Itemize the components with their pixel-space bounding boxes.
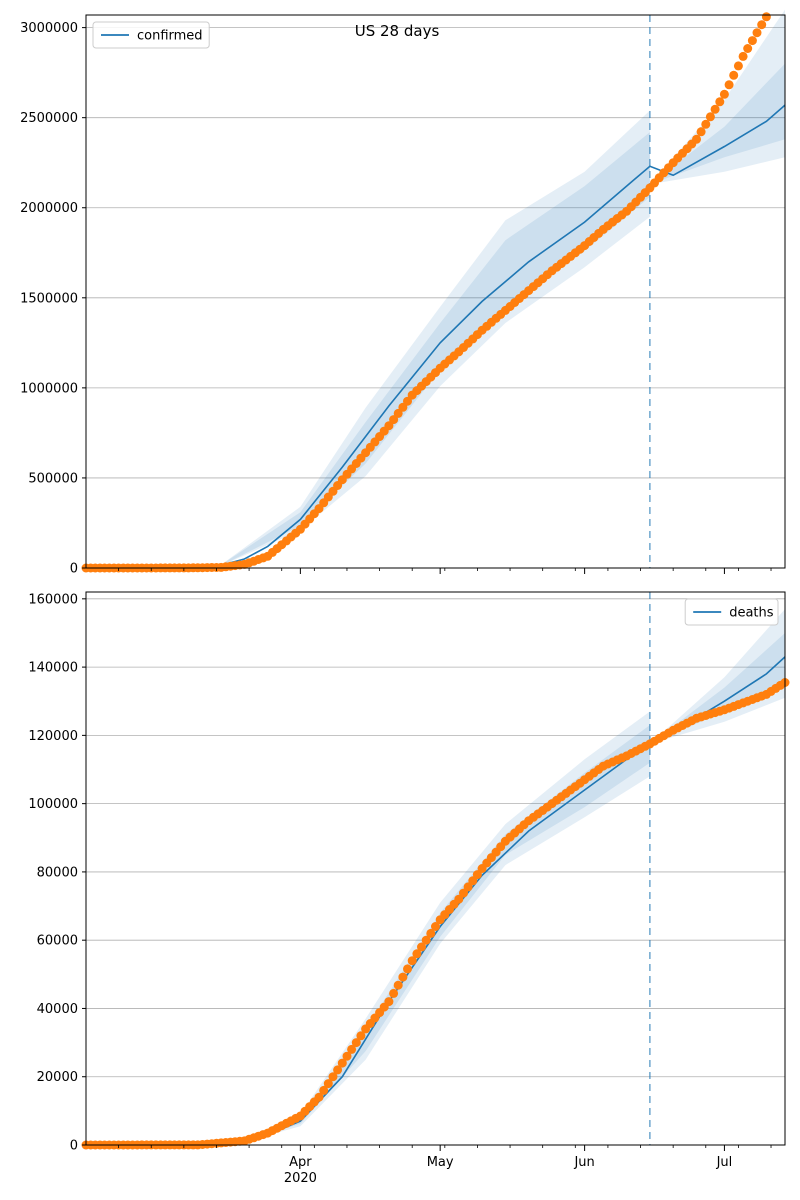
legend-label: deaths [729,606,774,621]
data-point [407,956,417,966]
data-point [417,942,426,952]
legend: confirmed [92,21,210,49]
data-point [393,408,403,418]
x-tick-label: Jun [573,1155,594,1170]
y-tick-label: 2000000 [20,201,78,216]
data-point [347,1044,357,1054]
axes-frame [85,591,786,1146]
uncertainty-band [221,110,650,566]
y-tick-label: 2500000 [20,111,78,126]
data-point [389,988,399,998]
legend: deaths [684,598,779,626]
data-point [459,888,468,898]
x-tick-label: Jul [716,1155,733,1170]
legend-box [684,598,779,626]
data-point [463,882,473,892]
data-point [328,1072,338,1082]
chart-panel-2: 0 20000 40000 60000 80000 100000 120000 140000 1… [28,591,790,1186]
y-tick-label: 140000 [28,661,78,676]
data-point [342,1051,352,1061]
data-point [356,1031,366,1041]
axes-frame [85,14,786,569]
data-point [337,1058,347,1068]
data-point [384,421,394,431]
data-point [403,964,412,974]
data-point [333,1065,343,1075]
observed-points [81,12,771,573]
data-point [738,51,748,61]
uncertainty-band [244,711,650,1142]
chart-panel-1: 0 500000 1000000 1500000 2000000 2500000 30000… [20,9,786,577]
y-tick-label: 120000 [28,729,78,744]
data-point [398,972,408,982]
y-tick-label: 80000 [37,865,78,880]
x-tick-label: Apr [289,1155,312,1170]
data-point [403,396,412,406]
data-point [472,870,482,880]
data-point [752,28,762,38]
data-point [454,894,464,904]
legend-label: confirmed [137,29,203,44]
data-point [747,36,757,46]
data-point [761,12,771,22]
data-point [384,997,394,1007]
x-tick-sublabel: 2020 [284,1171,317,1186]
data-point [710,104,720,114]
data-point [743,44,753,53]
data-point [729,70,739,80]
x-tick-label: May [427,1155,454,1170]
data-point [398,402,408,412]
data-point [393,980,403,990]
y-tick-label: 1000000 [20,381,78,396]
uncertainty-band [649,9,785,185]
data-point [705,112,715,122]
data-point [412,949,422,959]
y-tick-label: 3000000 [20,21,78,36]
data-point [733,61,743,71]
data-point [421,935,431,945]
y-tick-label: 500000 [28,471,78,486]
legend-box [92,21,210,49]
uncertainty-band [649,609,785,744]
data-point [389,415,399,425]
data-point [701,119,711,129]
chart-title: US 28 days [355,22,440,40]
y-tick-label: 1500000 [20,291,78,306]
data-point [431,922,440,931]
data-point [696,127,706,137]
data-point [715,97,725,107]
data-point [351,1038,361,1048]
y-tick-label: 0 [70,562,78,577]
y-tick-label: 160000 [28,592,78,607]
series-line-confirmed [85,104,786,569]
y-tick-label: 100000 [28,797,78,812]
data-point [724,80,734,90]
data-point [757,20,767,30]
y-tick-label: 40000 [37,1002,78,1017]
uncertainty-band [649,63,785,185]
data-point [314,1092,324,1102]
data-point [319,1085,329,1095]
y-tick-label: 20000 [37,1070,78,1085]
data-point [719,89,729,99]
data-point [426,928,436,938]
uncertainty-band [649,633,785,744]
data-point [323,1079,333,1089]
data-point [468,876,478,886]
y-tick-label: 60000 [37,934,78,949]
data-point [692,134,701,144]
y-tick-label: 0 [70,1139,78,1154]
